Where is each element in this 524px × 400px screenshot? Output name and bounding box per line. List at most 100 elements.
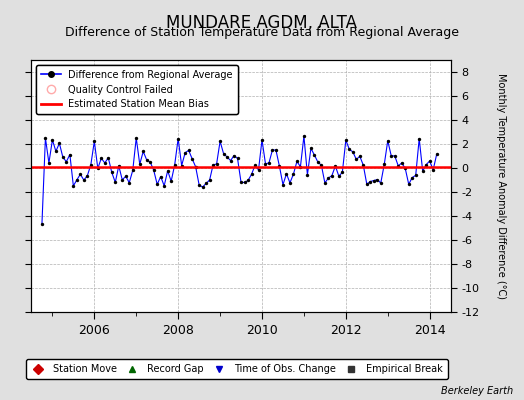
Point bbox=[296, 164, 304, 170]
Point bbox=[212, 161, 221, 167]
Point bbox=[380, 161, 388, 168]
Text: Difference of Station Temperature Data from Regional Average: Difference of Station Temperature Data f… bbox=[65, 26, 459, 39]
Point bbox=[317, 162, 325, 168]
Point bbox=[170, 162, 179, 168]
Point bbox=[55, 140, 63, 146]
Point bbox=[41, 135, 50, 141]
Point bbox=[146, 159, 155, 165]
Point bbox=[178, 162, 186, 169]
Point bbox=[97, 155, 105, 162]
Point bbox=[387, 153, 396, 159]
Point bbox=[111, 179, 119, 186]
Point bbox=[348, 149, 357, 155]
Point bbox=[289, 171, 298, 177]
Point bbox=[66, 151, 74, 158]
Point bbox=[300, 133, 308, 139]
Point bbox=[405, 181, 413, 188]
Point bbox=[363, 181, 371, 188]
Point bbox=[118, 177, 126, 183]
Point bbox=[415, 136, 423, 142]
Point bbox=[307, 145, 315, 152]
Point bbox=[104, 154, 113, 161]
Point bbox=[251, 162, 259, 169]
Point bbox=[230, 152, 238, 159]
Point bbox=[62, 158, 71, 165]
Point bbox=[149, 167, 158, 174]
Point bbox=[174, 135, 182, 142]
Point bbox=[254, 167, 263, 173]
Point bbox=[401, 165, 409, 172]
Text: MUNDARE AGDM, ALTA: MUNDARE AGDM, ALTA bbox=[167, 14, 357, 32]
Point bbox=[115, 163, 123, 169]
Point bbox=[69, 183, 78, 189]
Point bbox=[59, 154, 67, 160]
Point bbox=[384, 138, 392, 144]
Point bbox=[282, 171, 291, 177]
Point bbox=[160, 183, 168, 189]
Point bbox=[205, 177, 214, 183]
Point bbox=[132, 135, 140, 141]
Point bbox=[101, 160, 109, 166]
Point bbox=[244, 177, 252, 184]
Point bbox=[342, 137, 350, 143]
Point bbox=[394, 163, 402, 169]
Y-axis label: Monthly Temperature Anomaly Difference (°C): Monthly Temperature Anomaly Difference (… bbox=[496, 73, 506, 299]
Point bbox=[261, 161, 270, 167]
Point bbox=[258, 137, 266, 143]
Point bbox=[73, 177, 81, 183]
Point bbox=[181, 150, 189, 156]
Point bbox=[293, 158, 301, 164]
Point bbox=[241, 179, 249, 186]
Point bbox=[359, 162, 367, 168]
Legend: Station Move, Record Gap, Time of Obs. Change, Empirical Break: Station Move, Record Gap, Time of Obs. C… bbox=[26, 360, 447, 379]
Point bbox=[163, 168, 172, 174]
Point bbox=[76, 171, 84, 178]
Point bbox=[136, 161, 144, 168]
Point bbox=[352, 156, 361, 163]
Point bbox=[345, 146, 354, 152]
Point bbox=[366, 178, 375, 185]
Point bbox=[184, 147, 193, 154]
Point bbox=[369, 177, 378, 184]
Point bbox=[265, 160, 273, 166]
Point bbox=[157, 173, 165, 180]
Point bbox=[328, 172, 336, 179]
Point bbox=[268, 147, 277, 153]
Point bbox=[321, 180, 329, 186]
Point bbox=[377, 180, 385, 186]
Point bbox=[233, 155, 242, 162]
Point bbox=[272, 147, 280, 153]
Point bbox=[153, 181, 161, 188]
Point bbox=[324, 175, 333, 181]
Point bbox=[432, 151, 441, 158]
Point bbox=[195, 182, 203, 188]
Point bbox=[216, 138, 224, 144]
Point bbox=[220, 150, 228, 157]
Point bbox=[373, 176, 381, 183]
Point bbox=[286, 180, 294, 186]
Point bbox=[314, 159, 322, 165]
Point bbox=[398, 160, 406, 166]
Point bbox=[422, 162, 430, 168]
Point bbox=[128, 167, 137, 174]
Point bbox=[139, 148, 147, 155]
Point bbox=[90, 138, 99, 144]
Point bbox=[390, 153, 399, 159]
Point bbox=[310, 152, 319, 158]
Text: Berkeley Earth: Berkeley Earth bbox=[441, 386, 514, 396]
Point bbox=[202, 180, 210, 186]
Point bbox=[247, 171, 256, 178]
Point bbox=[237, 179, 245, 186]
Legend: Difference from Regional Average, Quality Control Failed, Estimated Station Mean: Difference from Regional Average, Qualit… bbox=[36, 65, 238, 114]
Point bbox=[279, 182, 287, 188]
Point bbox=[80, 177, 88, 183]
Point bbox=[38, 221, 46, 228]
Point bbox=[188, 156, 196, 162]
Point bbox=[125, 180, 134, 186]
Point bbox=[425, 158, 434, 164]
Point bbox=[167, 178, 176, 184]
Point bbox=[48, 137, 57, 143]
Point bbox=[419, 168, 427, 174]
Point bbox=[338, 169, 346, 176]
Point bbox=[275, 163, 283, 170]
